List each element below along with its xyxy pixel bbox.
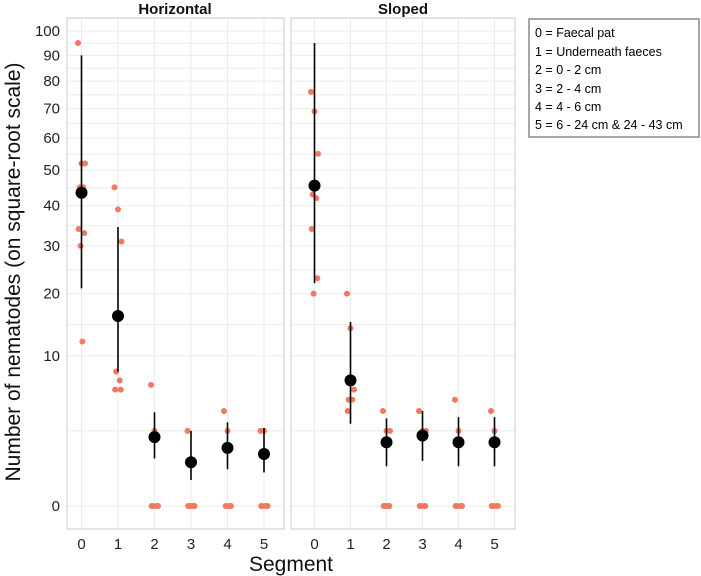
- legend-entry-1: 1 = Underneath faeces: [535, 45, 662, 59]
- legend-entry-0: 0 = Faecal pat: [535, 26, 615, 40]
- y-tick-label-0: 0: [52, 498, 60, 515]
- x-tick-label-p0-4: 4: [223, 536, 231, 553]
- raw-point-f0-s1-5: [112, 386, 119, 393]
- raw-point-f1-s2-0: [380, 408, 386, 414]
- x-tick-label-p1-5: 5: [490, 536, 498, 553]
- mean-point-f0-s2: [148, 431, 161, 444]
- mean-point-f1-s5: [488, 436, 501, 449]
- raw-point-f1-s4-0: [452, 396, 458, 403]
- raw-point-f0-s4-0: [221, 408, 227, 414]
- y-tick-label-20: 20: [43, 286, 60, 303]
- x-tick-label-p1-4: 4: [454, 536, 462, 553]
- x-tick-label-p1-3: 3: [418, 536, 426, 553]
- y-tick-label-80: 80: [43, 73, 60, 90]
- raw-point-f0-s0-8: [79, 338, 86, 345]
- mean-point-f0-s1: [112, 310, 124, 322]
- raw-point-f0-s2-5: [148, 503, 155, 509]
- raw-point-f0-s1-6: [117, 386, 124, 393]
- raw-point-f1-s0-7: [310, 290, 317, 297]
- mean-point-f1-s4: [452, 436, 465, 449]
- mean-point-f1-s0: [308, 179, 321, 192]
- y-tick-label-60: 60: [43, 130, 60, 147]
- x-tick-label-p0-0: 0: [77, 536, 85, 553]
- legend: 0 = Faecal pat 1 = Underneath faeces 2 =…: [528, 18, 700, 138]
- raw-point-f0-s1-1: [115, 206, 121, 213]
- raw-point-f0-s1-0: [111, 184, 118, 191]
- legend-entry-3: 3 = 2 - 4 cm: [535, 82, 601, 96]
- raw-point-f1-s0-0: [308, 88, 314, 95]
- raw-point-f0-s5-5: [258, 503, 265, 509]
- raw-point-f0-s1-2: [118, 238, 125, 245]
- raw-point-f1-s5-5: [488, 503, 495, 509]
- raw-point-f1-s5-4: [493, 503, 500, 509]
- raw-point-f0-s3-0: [184, 427, 191, 434]
- mean-point-f0-s0: [75, 186, 88, 199]
- raw-point-f0-s5-4: [262, 503, 269, 509]
- raw-point-f1-s0-5: [308, 226, 315, 233]
- x-axis-title: Segment: [249, 553, 333, 576]
- y-tick-label-10: 10: [43, 348, 60, 365]
- raw-point-f0-s3-4: [189, 503, 196, 509]
- mean-point-f1-s3: [416, 429, 429, 442]
- y-axis-title: Number of nematodes (on square-root scal…: [2, 62, 25, 481]
- panel-sloped-background: [290, 17, 516, 530]
- y-tick-label-30: 30: [43, 238, 60, 255]
- raw-point-f1-s2-2: [387, 427, 393, 434]
- x-tick-label-p1-0: 0: [310, 536, 318, 553]
- legend-box: [528, 18, 700, 138]
- raw-point-f0-s4-4: [226, 503, 233, 509]
- legend-entry-5: 5 = 6 - 24 cm & 24 - 43 cm: [535, 118, 683, 132]
- raw-point-f0-s2-0: [148, 381, 154, 388]
- raw-point-f0-s0-6: [81, 230, 88, 237]
- y-axis-ticks: 0 10 20 30 40 50 60 70 80 90 100: [35, 23, 60, 515]
- y-tick-label-40: 40: [43, 198, 60, 215]
- mean-point-f0-s4: [221, 441, 234, 454]
- raw-point-f0-s1-4: [116, 377, 123, 384]
- raw-point-f0-s2-4: [153, 503, 160, 509]
- mean-point-f1-s1: [344, 374, 357, 387]
- legend-entry-2: 2 = 0 - 2 cm: [535, 63, 601, 77]
- raw-point-f1-s3-6: [422, 503, 429, 509]
- raw-point-f0-s0-0: [75, 40, 81, 47]
- raw-point-f1-s2-7: [382, 503, 389, 509]
- facet-title-horizontal: Horizontal: [138, 1, 211, 18]
- raw-point-f1-s1-0: [344, 290, 350, 297]
- x-axis-ticks: 0 1 2 3 4 5 0 1 2 3 4 5: [77, 536, 498, 553]
- raw-point-f1-s3-5: [416, 503, 423, 509]
- raw-point-f1-s5-0: [488, 408, 494, 414]
- raw-point-f1-s0-6: [314, 275, 321, 282]
- y-tick-label-100: 100: [35, 23, 60, 40]
- raw-point-f1-s4-4: [457, 503, 464, 509]
- y-tick-label-70: 70: [43, 101, 60, 118]
- raw-point-f1-s0-2: [315, 150, 321, 157]
- x-tick-label-p0-3: 3: [187, 536, 195, 553]
- y-tick-label-50: 50: [43, 162, 60, 179]
- mean-error-bars: [75, 43, 501, 480]
- raw-point-f1-s1-5: [344, 408, 351, 414]
- facet-title-sloped: Sloped: [378, 1, 428, 18]
- x-tick-label-p0-5: 5: [260, 536, 268, 553]
- x-tick-label-p1-1: 1: [346, 536, 354, 553]
- mean-point-f0-s5: [258, 447, 270, 460]
- raw-point-f0-s3-5: [185, 503, 192, 509]
- y-tick-label-90: 90: [43, 47, 60, 64]
- raw-point-f1-s4-5: [452, 503, 459, 509]
- raw-point-f1-s3-0: [416, 408, 422, 414]
- gridlines: [68, 19, 514, 528]
- x-tick-label-p1-2: 2: [382, 536, 390, 553]
- raw-point-f0-s0-2: [82, 160, 88, 167]
- panel-horizontal-background: [66, 17, 285, 530]
- mean-point-f0-s3: [185, 456, 197, 469]
- mean-point-f1-s2: [380, 436, 393, 449]
- x-tick-label-p0-2: 2: [150, 536, 158, 553]
- x-tick-label-p0-1: 1: [114, 536, 122, 553]
- raw-point-f0-s0-7: [77, 242, 84, 249]
- legend-entry-4: 4 = 4 - 6 cm: [535, 100, 601, 114]
- raw-point-f0-s0-5: [75, 226, 82, 233]
- raw-point-f1-s1-2: [351, 386, 357, 393]
